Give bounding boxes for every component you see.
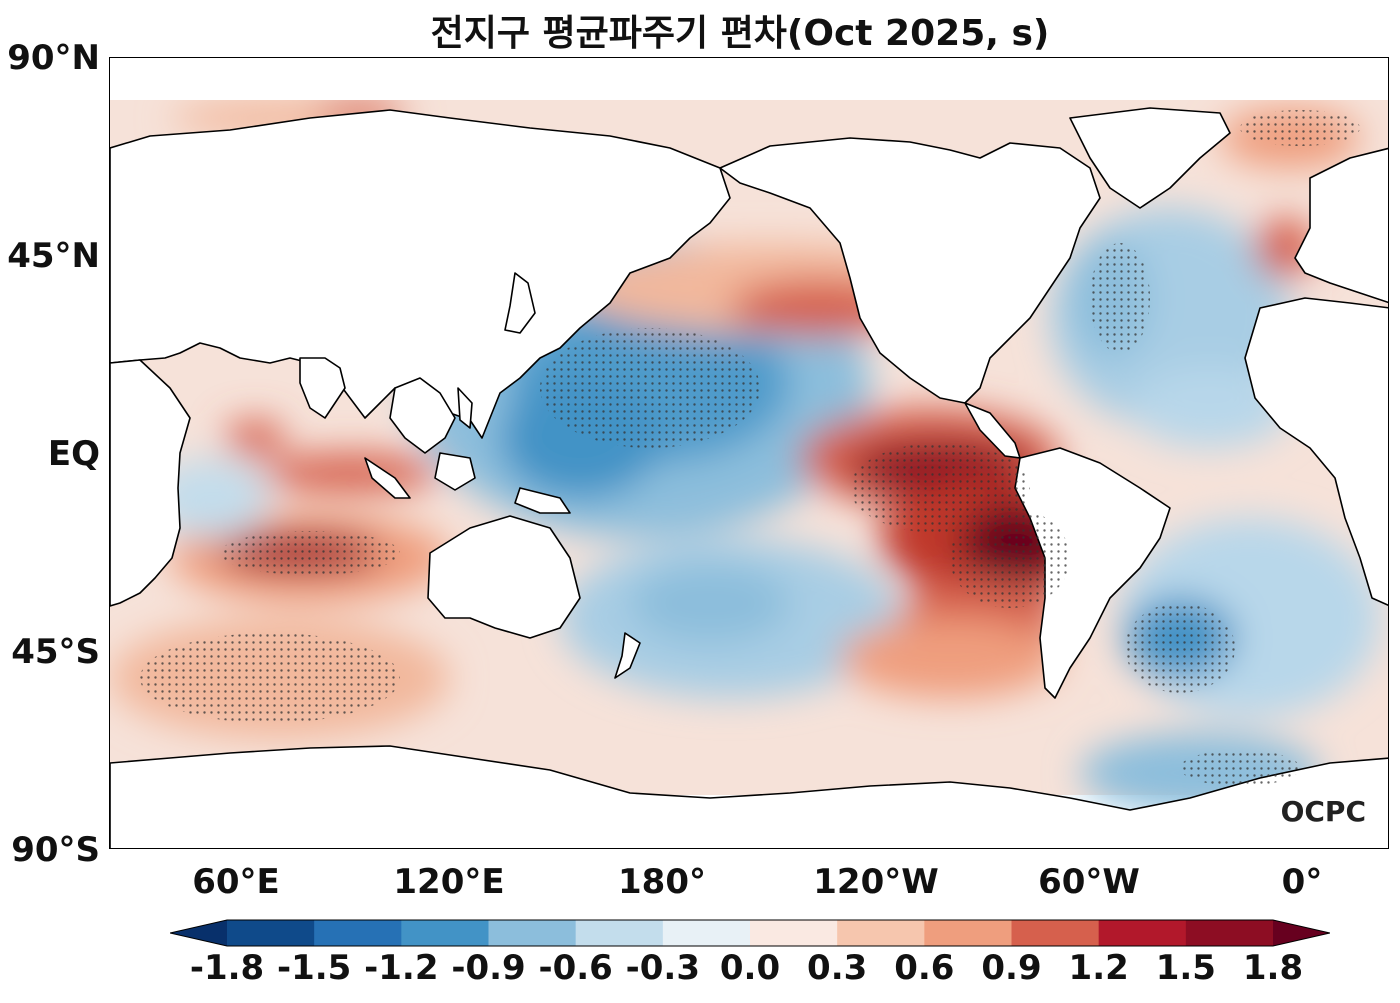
lon-label-60e: 60°E xyxy=(192,862,280,902)
colorbar-extend-min xyxy=(170,920,227,946)
colorbar-segment xyxy=(401,920,489,946)
land-philippines xyxy=(457,387,473,429)
colorbar-tick-label: 1.2 xyxy=(1068,948,1129,988)
arctic-nodata xyxy=(110,58,1388,100)
colorbar-tick-label: 0.9 xyxy=(981,948,1042,988)
land-new-zealand xyxy=(614,632,641,679)
colorbar-tick-label: 1.5 xyxy=(1155,948,1216,988)
colorbar-tick-label: -0.9 xyxy=(451,948,526,988)
map-title: 전지구 평균파주기 편차(Oct 2025, s) xyxy=(430,13,1050,54)
land-borneo xyxy=(434,452,476,491)
colorbar-tick-label: 0.6 xyxy=(894,948,955,988)
lon-label-120e: 120°E xyxy=(393,862,505,902)
lat-label-90s: 90°S xyxy=(11,830,100,870)
colorbar-segment xyxy=(1098,920,1187,946)
land-europe xyxy=(1294,147,1388,304)
colorbar-segment xyxy=(227,920,315,946)
land-japan xyxy=(504,272,536,334)
colorbar-segment xyxy=(662,920,751,946)
lat-label-eq: EQ xyxy=(47,434,100,474)
map-frame: OCPC xyxy=(109,57,1389,849)
colorbar-segment xyxy=(314,920,402,946)
colorbar-tick-label: -0.3 xyxy=(625,948,700,988)
land-sumatra xyxy=(364,457,411,499)
colorbar-segment xyxy=(750,920,838,946)
colorbar-segment xyxy=(1011,920,1100,946)
colorbar-tick-label: 0.3 xyxy=(807,948,868,988)
ocpc-logo: OCPC xyxy=(1280,795,1366,828)
lon-label-60w: 60°W xyxy=(1038,862,1140,902)
colorbar-segment xyxy=(924,920,1012,946)
land-africa xyxy=(110,359,191,607)
colorbar-outline xyxy=(170,919,1330,947)
lat-label-45s: 45°S xyxy=(11,632,100,672)
land-africa-west xyxy=(1244,297,1388,606)
wave-period-anomaly-map xyxy=(110,58,1388,848)
land xyxy=(110,107,1388,848)
lat-label-45n: 45°N xyxy=(7,236,100,276)
land-eurasia-africa xyxy=(110,109,731,439)
colorbar xyxy=(170,919,1330,947)
colorbar-segment xyxy=(575,920,664,946)
land-antarctica xyxy=(110,745,1388,848)
colorbar-tick-label: -1.5 xyxy=(276,948,352,988)
land-greenland xyxy=(1069,107,1231,209)
colorbar-tick-label: 1.8 xyxy=(1242,948,1304,988)
land-se-asia xyxy=(389,377,456,454)
colorbar-tick-label: 0.0 xyxy=(719,948,781,988)
land-australia xyxy=(427,515,581,639)
land-north-america xyxy=(719,137,1101,404)
colorbar-tick-label: -1.8 xyxy=(189,948,265,988)
lon-label-120w: 120°W xyxy=(813,862,939,902)
significance-stippling xyxy=(140,110,1360,786)
colorbar-segment xyxy=(488,920,577,946)
lon-label-180: 180° xyxy=(618,862,706,902)
lat-label-90n: 90°N xyxy=(7,38,100,78)
land-new-guinea xyxy=(514,487,571,514)
colorbar-tick-label: -1.2 xyxy=(364,948,439,988)
colorbar-tick-label: -0.6 xyxy=(538,948,613,988)
land-india xyxy=(299,357,346,419)
colorbar-segment xyxy=(837,920,925,946)
colorbar-extend-max xyxy=(1273,920,1330,946)
colorbar-segment xyxy=(1185,920,1274,946)
lon-label-0: 0° xyxy=(1281,862,1323,902)
